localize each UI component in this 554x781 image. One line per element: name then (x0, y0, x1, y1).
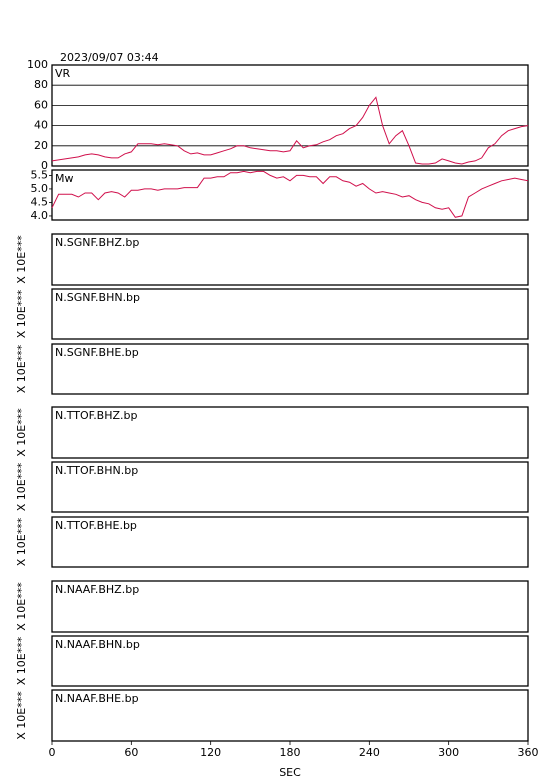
data-line (51, 170, 529, 218)
panel-frame (51, 406, 529, 459)
panel-label: VR (55, 67, 71, 80)
y-tick-label: 4.5 (31, 195, 49, 208)
x-tick-label: 0 (49, 746, 56, 759)
y-axis-label: X 10E*** (15, 235, 28, 284)
y-axis-label: X 10E*** (15, 636, 28, 685)
y-tick-label: 0 (41, 159, 48, 172)
y-axis-label: X 10E*** (15, 344, 28, 393)
y-axis-label: X 10E*** (15, 289, 28, 338)
x-axis-label: SEC (279, 766, 301, 779)
y-tick-label: 60 (34, 98, 48, 111)
y-axis-label: X 10E*** (15, 517, 28, 566)
panel-frame (51, 461, 529, 513)
x-tick-label: 60 (124, 746, 138, 759)
panel-frame (51, 233, 529, 286)
panel-frame (51, 635, 529, 687)
panel-label: N.TTOF.BHE.bp (55, 519, 137, 532)
y-axis-label: X 10E*** (15, 408, 28, 457)
y-tick-label: 100 (27, 58, 48, 71)
x-tick-label: 240 (359, 746, 380, 759)
x-tick-label: 120 (200, 746, 221, 759)
panel-frame (51, 288, 529, 340)
panel-frame (51, 343, 529, 395)
panel-frame (51, 516, 529, 568)
x-tick-label: 360 (518, 746, 539, 759)
panel-label: N.TTOF.BHZ.bp (55, 409, 138, 422)
panel-label: N.SGNF.BHE.bp (55, 346, 139, 359)
panel-label: N.SGNF.BHN.bp (55, 291, 140, 304)
panel-label: N.SGNF.BHZ.bp (55, 236, 139, 249)
panel-label: N.TTOF.BHN.bp (55, 464, 138, 477)
y-axis-label: X 10E*** (15, 691, 28, 740)
y-tick-label: 80 (34, 78, 48, 91)
y-axis-label: X 10E*** (15, 462, 28, 511)
y-axis-label: X 10E*** (15, 582, 28, 631)
x-tick-label: 180 (280, 746, 301, 759)
y-tick-label: 5.5 (31, 168, 49, 181)
panel-label: Mw (55, 172, 74, 185)
y-tick-label: 20 (34, 139, 48, 152)
x-tick-label: 300 (438, 746, 459, 759)
panel-label: N.NAAF.BHN.bp (55, 638, 140, 651)
panel-frame (51, 580, 529, 633)
panel-frame (51, 169, 529, 221)
y-tick-label: 40 (34, 119, 48, 132)
data-line (51, 96, 529, 165)
y-tick-label: 4.0 (31, 209, 49, 222)
panel-label: N.NAAF.BHE.bp (55, 692, 139, 705)
chart-title: 2023/09/07 03:44 (60, 51, 159, 64)
y-tick-label: 5.0 (31, 182, 49, 195)
panel-label: N.NAAF.BHZ.bp (55, 583, 139, 596)
